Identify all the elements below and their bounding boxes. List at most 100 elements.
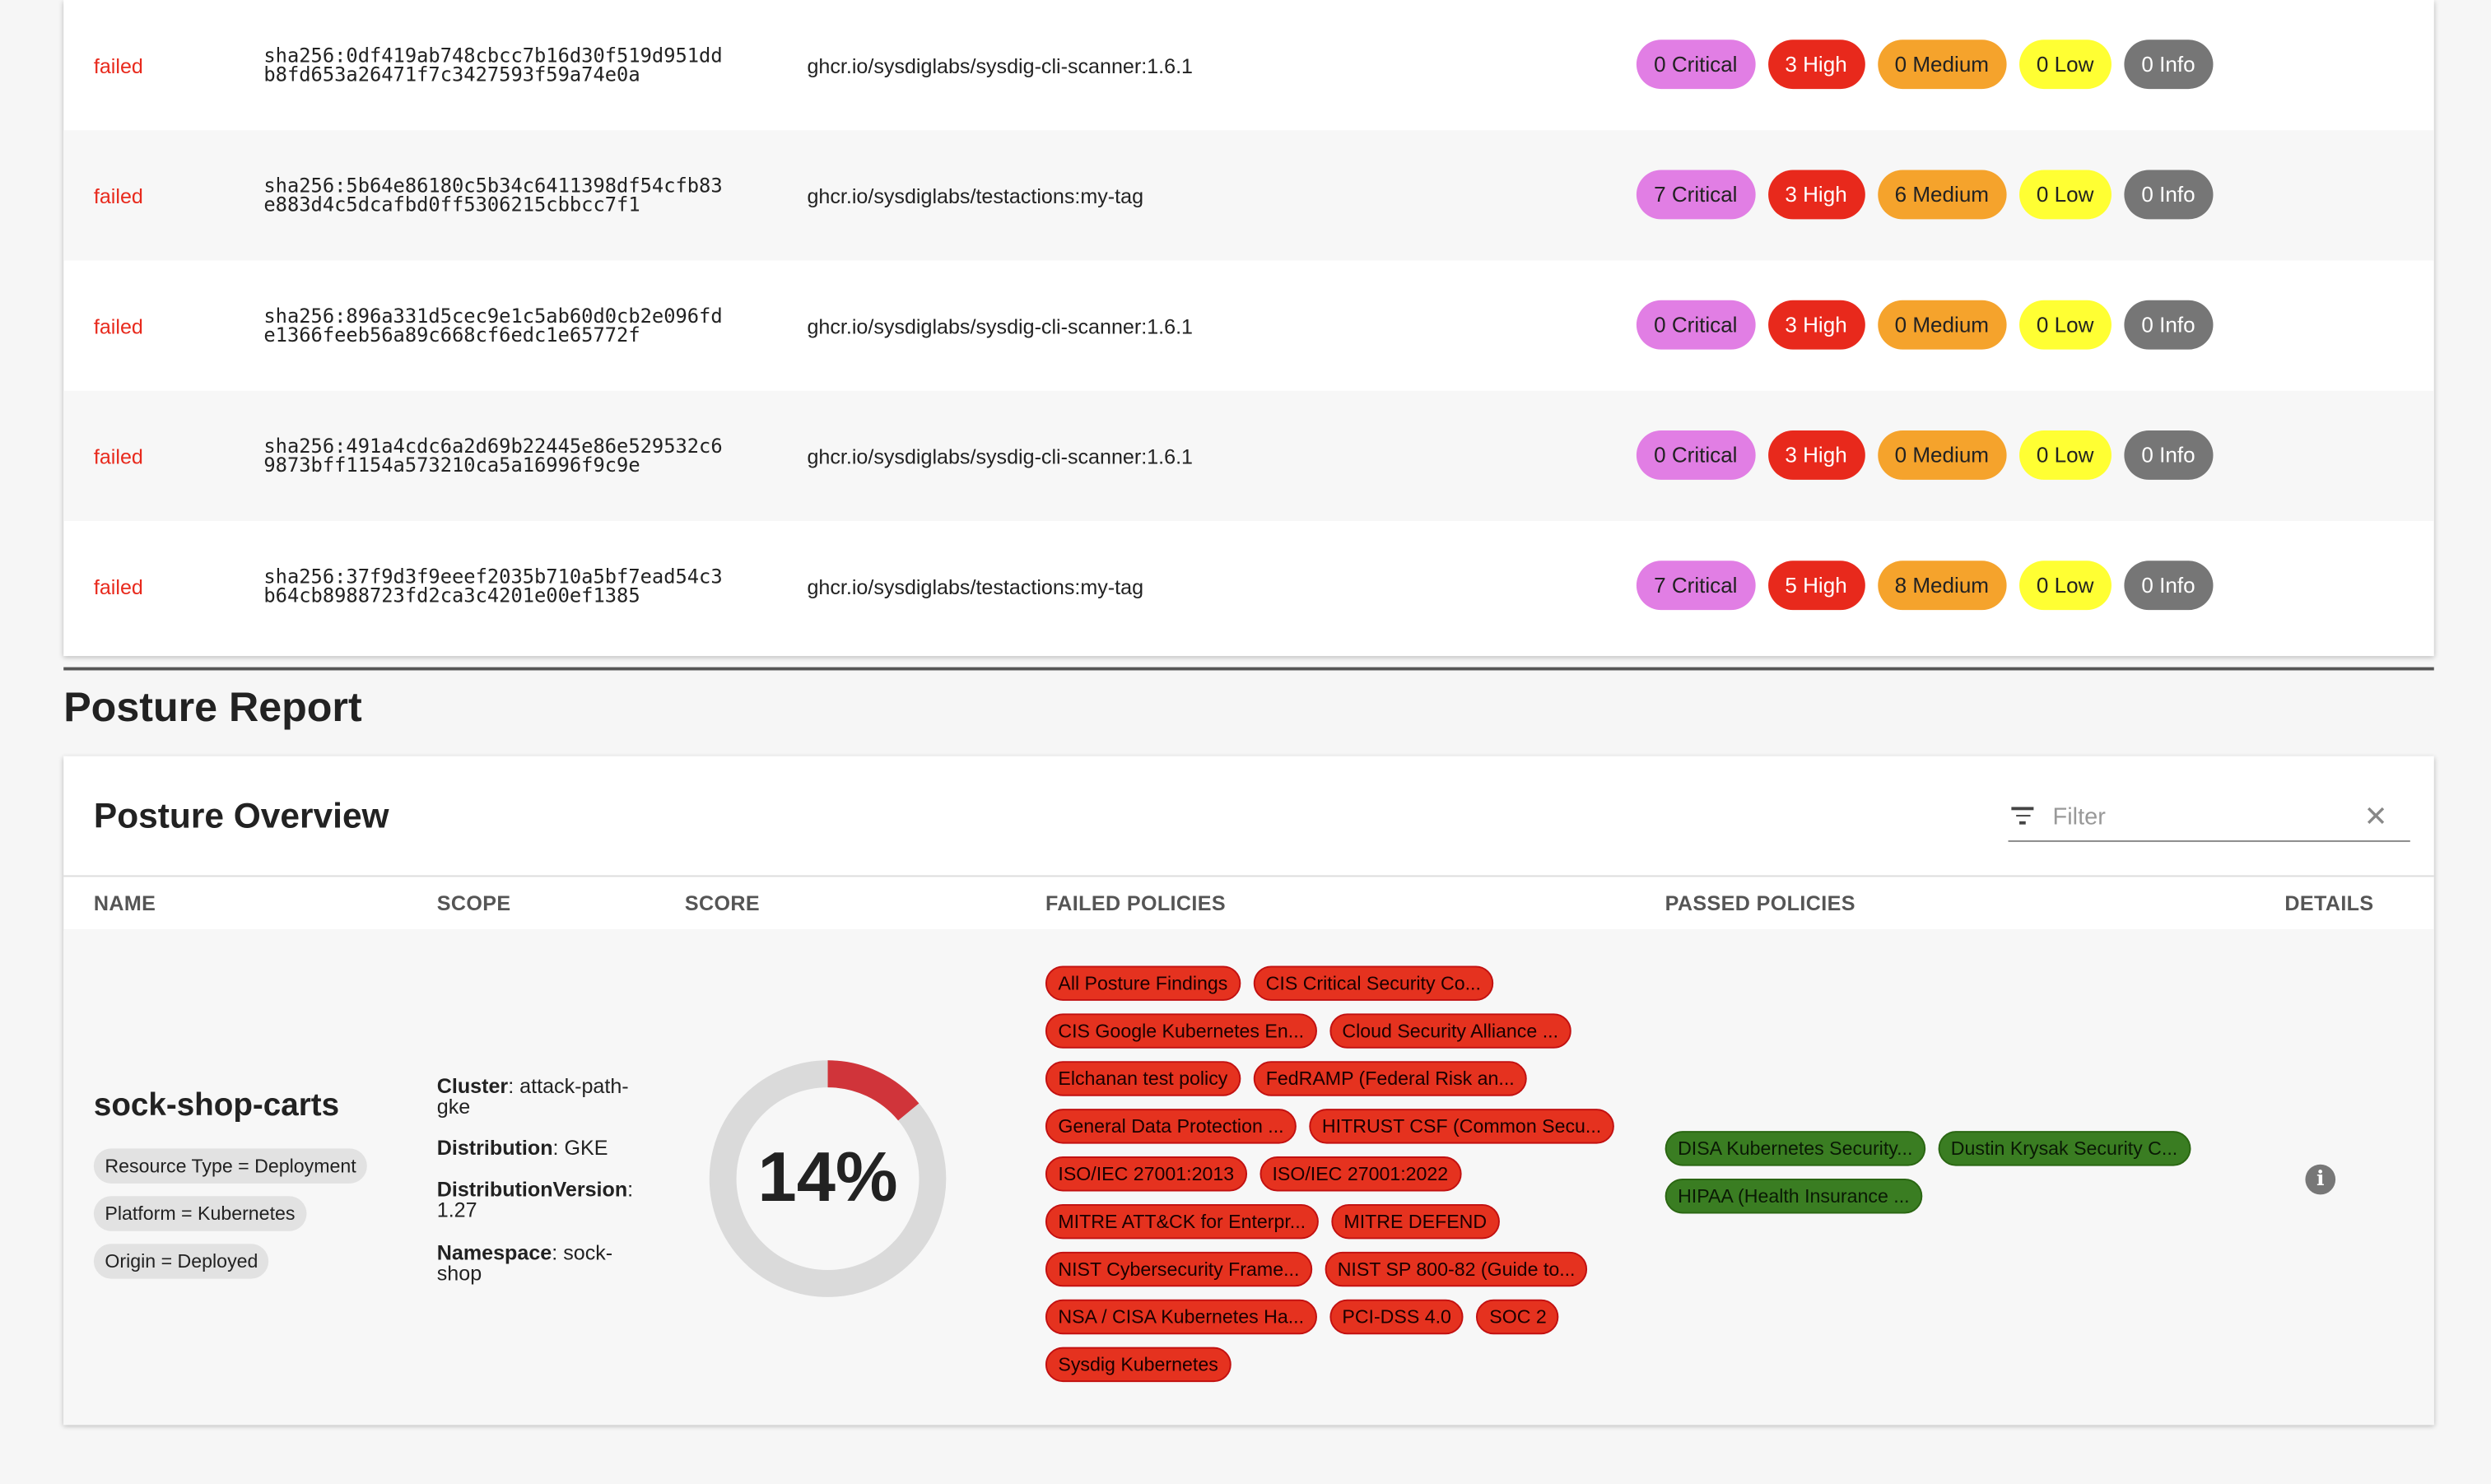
failed-policies-list: All Posture Findings CIS Critical Securit… <box>1045 965 1633 1383</box>
scope-namespace: Namespace: sock-shop <box>436 1240 613 1286</box>
scan-status: failed <box>93 444 143 469</box>
image-digest: sha256:0df419ab748cbcc7b16d30f519d951dd … <box>263 44 723 86</box>
resource-tag: Resource Type = Deployment <box>93 1148 368 1184</box>
table-header: NAME SCOPE SCORE FAILED POLICIES PASSED … <box>63 875 2434 931</box>
failed-policy-chip[interactable]: Sysdig Kubernetes <box>1045 1347 1232 1383</box>
section-divider <box>63 667 2434 671</box>
filter-field[interactable]: ✕ <box>2008 799 2410 842</box>
passed-policy-chip[interactable]: DISA Kubernetes Security... <box>1665 1131 1925 1166</box>
scan-results-table: failed sha256:0df419ab748cbcc7b16d30f519… <box>63 0 2434 657</box>
failed-policy-chip[interactable]: FedRAMP (Federal Risk an... <box>1253 1061 1528 1096</box>
passed-policy-chip[interactable]: HIPAA (Health Insurance ... <box>1665 1179 1923 1214</box>
low-badge: 0 Low <box>2018 430 2112 480</box>
severity-badges: 0 Critical 3 High 0 Medium 0 Low 0 Info <box>1636 40 2213 90</box>
scan-status: failed <box>93 53 143 78</box>
posture-overview-card: Posture Overview ✕ NAME SCOPE SCORE FAIL… <box>63 756 2434 1426</box>
critical-badge: 7 Critical <box>1636 170 1755 220</box>
resource-tag: Platform = Kubernetes <box>93 1196 306 1231</box>
info-badge: 0 Info <box>2124 561 2213 611</box>
scan-status: failed <box>93 575 143 599</box>
info-badge: 0 Info <box>2124 300 2213 350</box>
scan-status: failed <box>93 314 143 339</box>
medium-badge: 8 Medium <box>1877 561 2007 611</box>
scope-cluster: Cluster: attack-path-gke <box>436 1073 629 1119</box>
critical-badge: 7 Critical <box>1636 561 1755 611</box>
close-icon[interactable]: ✕ <box>2363 800 2388 833</box>
filter-input[interactable] <box>2049 802 2358 833</box>
high-badge: 3 High <box>1767 300 1865 350</box>
critical-badge: 0 Critical <box>1636 430 1755 480</box>
failed-policy-chip[interactable]: ISO/IEC 27001:2013 <box>1045 1156 1247 1192</box>
image-digest: sha256:37f9d3f9eeef2035b710a5bf7ead54c3 … <box>263 565 723 607</box>
image-digest: sha256:491a4cdc6a2d69b22445e86e529532c6 … <box>263 435 723 477</box>
low-badge: 0 Low <box>2018 40 2112 90</box>
score-arc <box>709 1060 947 1297</box>
critical-badge: 0 Critical <box>1636 300 1755 350</box>
passed-policy-chip[interactable]: Dustin Krysak Security C... <box>1938 1131 2191 1166</box>
severity-badges: 7 Critical 5 High 8 Medium 0 Low 0 Info <box>1636 561 2213 611</box>
posture-overview-title: Posture Overview <box>93 795 389 836</box>
high-badge: 5 High <box>1767 561 1865 611</box>
scan-row[interactable]: failed sha256:5b64e86180c5b34c6411398df5… <box>63 130 2434 261</box>
info-badge: 0 Info <box>2124 430 2213 480</box>
scope-value: 1.27 <box>436 1198 477 1222</box>
scope-key: Distribution <box>436 1135 553 1160</box>
column-header-scope[interactable]: SCOPE <box>436 891 511 915</box>
info-badge: 0 Info <box>2124 40 2213 90</box>
low-badge: 0 Low <box>2018 300 2112 350</box>
scope-value: GKE <box>564 1135 608 1160</box>
failed-policy-chip[interactable]: HITRUST CSF (Common Secu... <box>1309 1109 1614 1144</box>
failed-policy-chip[interactable]: ISO/IEC 27001:2022 <box>1259 1156 1461 1192</box>
high-badge: 3 High <box>1767 170 1865 220</box>
column-header-passed-policies[interactable]: PASSED POLICIES <box>1665 891 1855 915</box>
failed-policy-chip[interactable]: PCI-DSS 4.0 <box>1329 1299 1464 1335</box>
filter-icon <box>2011 807 2034 829</box>
scope-key: Cluster <box>436 1073 509 1098</box>
high-badge: 3 High <box>1767 430 1865 480</box>
image-name: ghcr.io/sysdiglabs/testactions:my-tag <box>807 184 1144 208</box>
failed-policy-chip[interactable]: MITRE ATT&CK for Enterpr... <box>1045 1203 1319 1240</box>
image-name: ghcr.io/sysdiglabs/sysdig-cli-scanner:1.… <box>807 53 1194 78</box>
score-donut <box>709 1060 947 1297</box>
failed-policy-chip[interactable]: CIS Critical Security Co... <box>1253 965 1494 1001</box>
failed-policy-chip[interactable]: NIST SP 800-82 (Guide to... <box>1325 1251 1588 1287</box>
resource-name: sock-shop-carts <box>93 1088 340 1123</box>
medium-badge: 0 Medium <box>1877 300 2007 350</box>
medium-badge: 0 Medium <box>1877 40 2007 90</box>
column-header-details[interactable]: DETAILS <box>2284 891 2374 915</box>
info-badge: 0 Info <box>2124 170 2213 220</box>
scan-row[interactable]: failed sha256:0df419ab748cbcc7b16d30f519… <box>63 0 2434 130</box>
medium-badge: 6 Medium <box>1877 170 2007 220</box>
column-header-name[interactable]: NAME <box>93 891 156 915</box>
failed-policy-chip[interactable]: CIS Google Kubernetes En... <box>1045 1013 1317 1049</box>
failed-policy-chip[interactable]: NSA / CISA Kubernetes Ha... <box>1045 1299 1317 1335</box>
info-icon[interactable]: i <box>2305 1164 2336 1195</box>
column-header-failed-policies[interactable]: FAILED POLICIES <box>1045 891 1227 915</box>
failed-policy-chip[interactable]: All Posture Findings <box>1045 965 1241 1001</box>
scope-distribution: Distribution: GKE <box>436 1135 608 1160</box>
scan-row[interactable]: failed sha256:896a331d5cec9e1c5ab60d0cb2… <box>63 261 2434 391</box>
low-badge: 0 Low <box>2018 170 2112 220</box>
failed-policy-chip[interactable]: MITRE DEFEND <box>1330 1203 1500 1240</box>
scope-value: sock-shop <box>436 1240 613 1286</box>
passed-policies-list: DISA Kubernetes Security... Dustin Krysak… <box>1665 1131 2205 1214</box>
image-name: ghcr.io/sysdiglabs/sysdig-cli-scanner:1.… <box>807 314 1194 339</box>
scan-row[interactable]: failed sha256:491a4cdc6a2d69b22445e86e52… <box>63 390 2434 522</box>
posture-report-title: Posture Report <box>63 682 362 731</box>
severity-badges: 7 Critical 3 High 6 Medium 0 Low 0 Info <box>1636 170 2213 220</box>
failed-policy-chip[interactable]: General Data Protection ... <box>1045 1109 1297 1144</box>
failed-policy-chip[interactable]: NIST Cybersecurity Frame... <box>1045 1251 1312 1287</box>
table-row: sock-shop-carts Resource Type = Deployme… <box>63 929 2434 1426</box>
scan-status: failed <box>93 184 143 208</box>
scan-row[interactable]: failed sha256:37f9d3f9eeef2035b710a5bf7e… <box>63 521 2434 651</box>
failed-policy-chip[interactable]: Cloud Security Alliance ... <box>1329 1013 1571 1049</box>
critical-badge: 0 Critical <box>1636 40 1755 90</box>
image-name: ghcr.io/sysdiglabs/testactions:my-tag <box>807 575 1144 599</box>
image-digest: sha256:5b64e86180c5b34c6411398df54cfb83 … <box>263 174 723 216</box>
column-header-score[interactable]: SCORE <box>684 891 760 915</box>
scope-value: attack-path-gke <box>436 1073 629 1119</box>
scope-key: DistributionVersion <box>436 1177 628 1202</box>
image-name: ghcr.io/sysdiglabs/sysdig-cli-scanner:1.… <box>807 444 1194 469</box>
failed-policy-chip[interactable]: Elchanan test policy <box>1045 1061 1241 1096</box>
failed-policy-chip[interactable]: SOC 2 <box>1476 1299 1560 1335</box>
